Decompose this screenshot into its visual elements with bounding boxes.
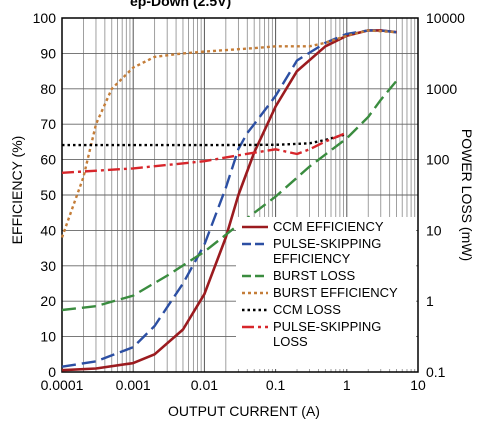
y2-tick-label: 0.1 [426,364,446,380]
y-tick-label: 20 [40,293,56,309]
x-tick-label: 0.0001 [41,377,84,393]
x-tick-label: 1 [343,377,351,393]
series-line [61,29,397,368]
y-tick-label: 30 [40,258,56,274]
x-tick-label: 10 [410,377,426,393]
x-axis-title: OUTPUT CURRENT (A) [168,403,320,419]
y-axis-title: EFFICIENCY (%) [9,136,25,245]
y-tick-label: 70 [40,116,56,132]
y2-tick-label: 10 [426,222,442,238]
legend-label: PULSE-SKIPPING [273,236,381,251]
y-tick-label: 0 [48,364,56,380]
series-line [60,29,397,238]
series-line [61,131,348,174]
legend-label: CCM LOSS [273,302,341,317]
legend-label: CCM EFFICIENCY [273,219,384,234]
y-tick-label: 40 [40,222,56,238]
legend-label: BURST EFFICIENCY [273,285,398,300]
y2-tick-label: 1 [426,293,434,309]
y2-tick-label: 100 [426,152,450,168]
y2-tick-label: 1000 [426,81,457,97]
x-tick-label: 0.01 [191,377,218,393]
legend-label: PULSE-SKIPPING [273,319,381,334]
y-tick-label: 10 [40,329,56,345]
y-tick-label: 50 [40,187,56,203]
y-tick-label: 100 [33,10,57,26]
plot-frame [61,17,419,373]
axis-labels: ep-Down (2.5V) OUTPUT CURRENT (A) EFFICI… [9,0,475,419]
series-lines [60,29,398,372]
y2-tick-label: 10000 [426,10,465,26]
axes: 0.0001 0.001 0.01 0.1 1 100102030405060708090… [33,10,466,393]
legend: CCM EFFICIENCYPULSE-SKIPPINGEFFICIENCYBU… [236,217,416,369]
y-tick-label: 60 [40,152,56,168]
legend-label: EFFICIENCY [273,251,351,266]
legend-label: LOSS [273,334,308,349]
y-tick-label: 90 [40,45,56,61]
y-tick-label: 80 [40,81,56,97]
x-tick-label: 0.1 [266,377,286,393]
y2-axis-title: POWER LOSS (mW) [459,129,475,261]
series-line [61,79,398,312]
x-tick-label: 0.001 [116,377,151,393]
chart-title-fragment: ep-Down (2.5V) [130,0,231,9]
legend-label: BURST LOSS [273,268,355,283]
